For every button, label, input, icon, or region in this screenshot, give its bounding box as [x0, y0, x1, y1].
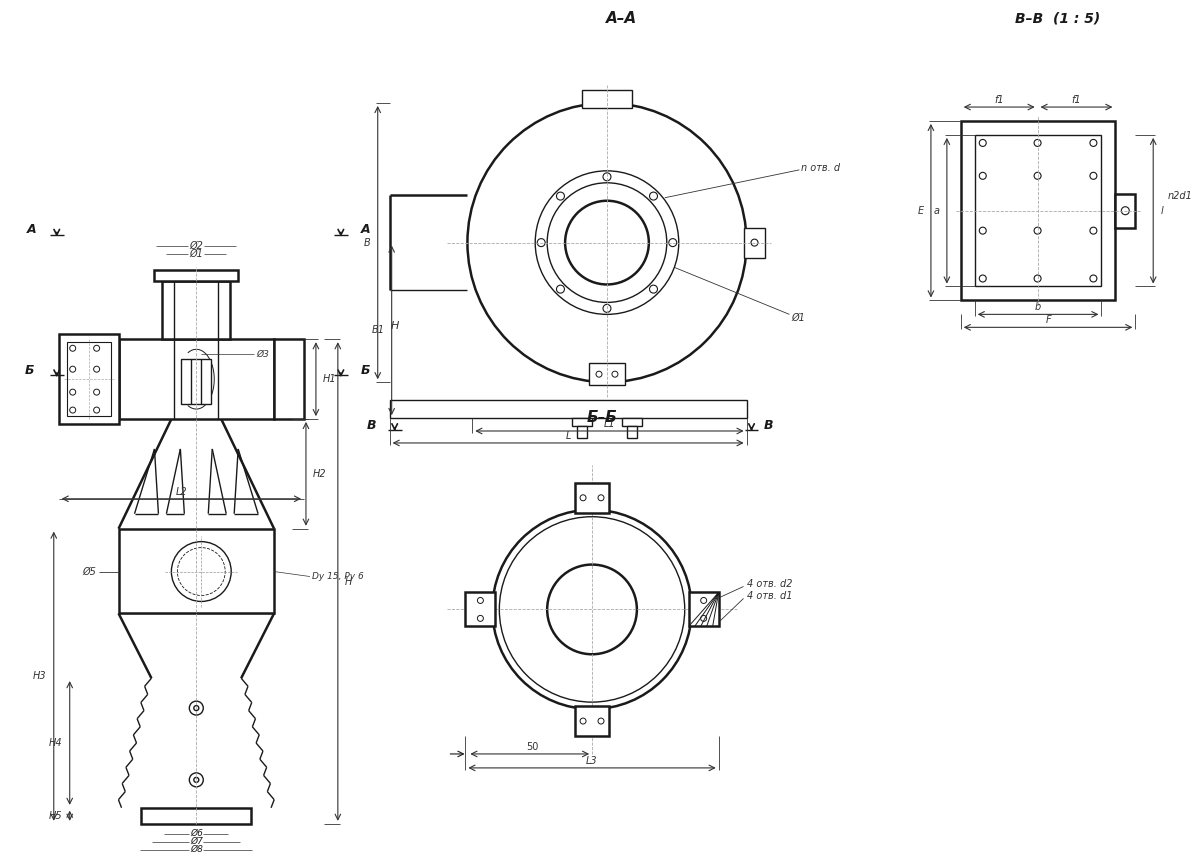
Text: B1: B1 [372, 325, 385, 335]
Text: n отв. d: n отв. d [802, 163, 840, 173]
Text: B: B [364, 237, 371, 248]
Bar [626, 426, 637, 438]
Bar [622, 418, 642, 426]
Bar [575, 482, 608, 513]
Text: В: В [367, 419, 377, 432]
Circle shape [547, 564, 637, 654]
Text: Б: Б [361, 364, 371, 377]
Bar [589, 363, 625, 385]
Text: H5: H5 [49, 811, 62, 820]
Text: В: В [763, 419, 773, 432]
Bar [119, 529, 274, 613]
Text: a: a [934, 206, 940, 216]
Bar [162, 281, 230, 340]
Bar [390, 400, 746, 418]
Text: 4 отв. d1: 4 отв. d1 [746, 592, 792, 601]
Circle shape [499, 517, 685, 702]
Text: Dy 15, Py 6: Dy 15, Py 6 [312, 572, 364, 581]
Bar [961, 121, 1115, 300]
Bar [575, 706, 608, 736]
Text: Ø1: Ø1 [190, 249, 203, 259]
Text: Ø2: Ø2 [190, 241, 203, 250]
Text: b: b [1034, 303, 1042, 312]
Text: E: E [918, 206, 924, 216]
Text: H: H [391, 322, 400, 331]
Bar [974, 135, 1102, 286]
Text: l: l [1160, 206, 1163, 216]
Text: H1: H1 [323, 374, 336, 384]
Text: L3: L3 [587, 756, 598, 766]
Text: 4 отв. d2: 4 отв. d2 [746, 580, 792, 589]
Text: Ø6: Ø6 [190, 829, 203, 838]
Circle shape [172, 542, 232, 601]
Bar [119, 340, 274, 419]
Text: f1: f1 [994, 95, 1003, 105]
Bar [582, 90, 632, 108]
Bar [466, 593, 496, 626]
Text: L2: L2 [175, 487, 187, 497]
Text: Б: Б [25, 364, 35, 377]
Text: А–А: А–А [606, 11, 637, 26]
Bar [181, 359, 211, 404]
Text: f1: f1 [1072, 95, 1081, 105]
Bar [1115, 194, 1135, 228]
Text: А: А [28, 223, 37, 237]
Text: n2d1: n2d1 [1168, 191, 1192, 200]
Bar [577, 426, 587, 438]
Bar [67, 342, 110, 416]
Text: Ø7: Ø7 [190, 837, 203, 846]
Text: H3: H3 [34, 671, 47, 681]
Text: H2: H2 [313, 469, 326, 479]
Circle shape [492, 510, 691, 710]
Text: Ø8: Ø8 [190, 845, 203, 854]
Text: L: L [565, 431, 571, 441]
Bar [274, 340, 304, 419]
Bar [142, 808, 251, 824]
Text: А: А [361, 223, 371, 237]
Text: Ø5: Ø5 [83, 567, 97, 576]
Text: Ø1: Ø1 [791, 312, 805, 322]
Bar [572, 418, 592, 426]
Bar [59, 335, 119, 424]
Text: H4: H4 [49, 738, 62, 748]
Text: L1: L1 [604, 419, 616, 429]
Text: H: H [344, 576, 353, 587]
Text: Б–Б: Б–Б [587, 409, 618, 425]
Bar [744, 228, 766, 257]
Text: F: F [1045, 316, 1051, 325]
Bar [155, 269, 238, 281]
Text: В–В  (1 : 5): В–В (1 : 5) [1015, 11, 1100, 25]
Bar [689, 593, 719, 626]
Text: 50: 50 [526, 742, 539, 752]
Text: Ø3: Ø3 [256, 350, 269, 359]
